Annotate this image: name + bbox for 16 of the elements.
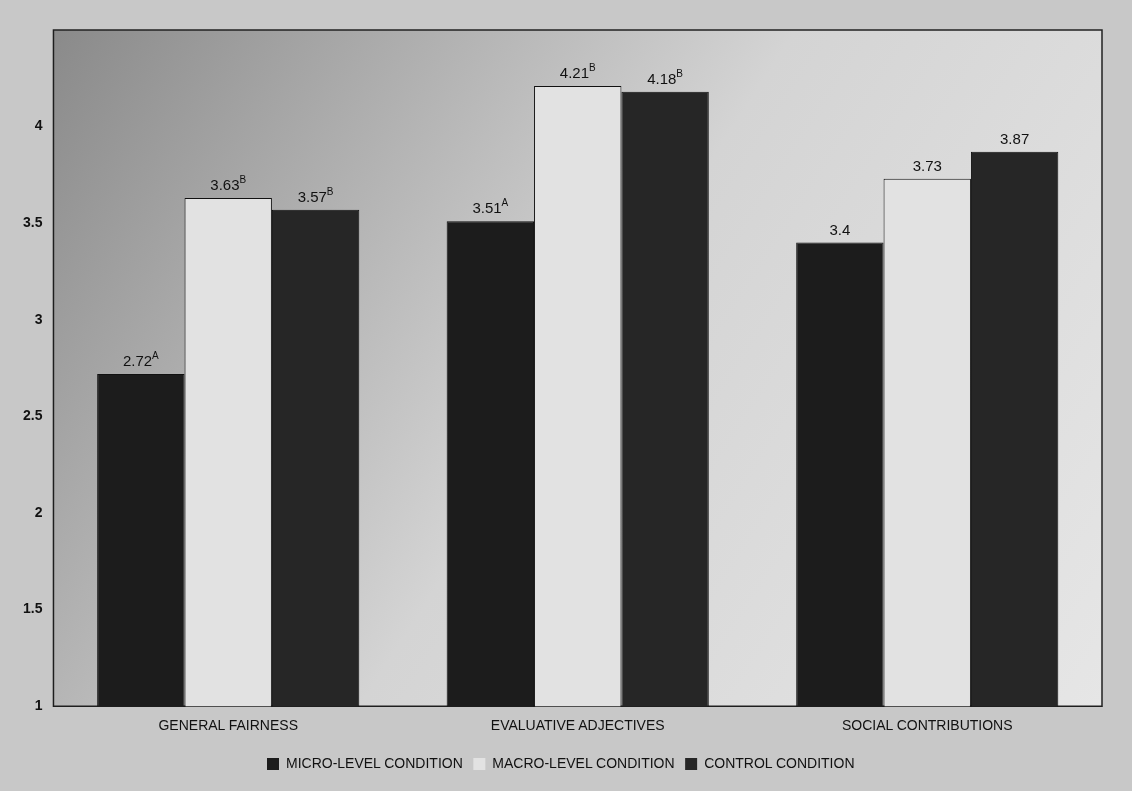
legend-label: MACRO-LEVEL CONDITION xyxy=(492,754,675,771)
y-tick-label: 3.5 xyxy=(22,214,43,231)
legend-label: CONTROL CONDITION xyxy=(704,754,855,771)
x-tick-label: SOCIAL CONTRIBUTIONS xyxy=(841,717,1013,734)
legend-label: MICRO-LEVEL CONDITION xyxy=(285,754,463,771)
data-label: 3.73 xyxy=(912,156,942,174)
x-tick-label: EVALUATIVE ADJECTIVES xyxy=(490,717,665,734)
x-tick-label: GENERAL FAIRNESS xyxy=(158,717,298,734)
y-tick-label: 4 xyxy=(34,117,43,134)
data-label: 3.87 xyxy=(1000,129,1030,147)
data-label: 3.4 xyxy=(829,220,851,238)
y-tick-label: 1.5 xyxy=(22,600,43,617)
y-tick-label: 2.5 xyxy=(22,407,43,424)
y-tick-label: 3 xyxy=(34,310,43,327)
y-tick-label: 1 xyxy=(34,697,43,714)
y-tick-label: 2 xyxy=(34,503,43,520)
